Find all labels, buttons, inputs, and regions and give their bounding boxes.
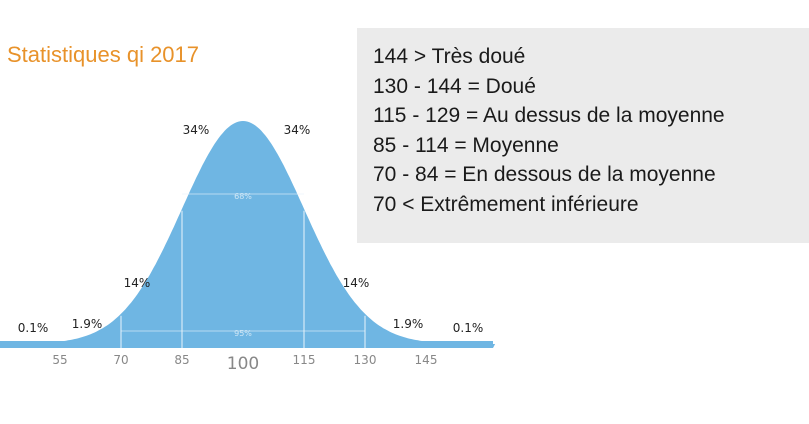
segment-percent-label: 34% (284, 123, 311, 137)
segment-percent-label: 34% (183, 123, 210, 137)
iq-legend-box: 144 > Très doué 130 - 144 = Doué 115 - 1… (357, 28, 809, 243)
bell-curve-area (0, 121, 496, 348)
band-label: 68% (234, 192, 252, 201)
x-tick-label: 70 (113, 353, 128, 367)
segment-percent-label: 14% (124, 276, 151, 290)
x-tick-label: 130 (354, 353, 377, 367)
x-tick-label: 55 (52, 353, 67, 367)
legend-item: 130 - 144 = Doué (373, 74, 536, 98)
baseline-strip (0, 341, 493, 348)
legend-item: 70 - 84 = En dessous de la moyenne (373, 163, 716, 186)
x-tick-label: 85 (174, 353, 189, 367)
segment-percent-label: 0.1% (18, 321, 49, 335)
chart-title: Statistiques qi 2017 (7, 42, 200, 67)
segment-percent-label: 14% (343, 276, 370, 290)
band-label: 95% (234, 329, 252, 338)
x-tick-label: 100 (227, 354, 259, 374)
legend-item: 70 < Extrêmement inférieure (373, 192, 639, 216)
legend-item: 85 - 114 = Moyenne (373, 133, 559, 157)
legend-item: 144 > Très doué (373, 45, 526, 68)
legend-item: 115 - 129 = Au dessus de la moyenne (373, 104, 725, 127)
segment-percent-label: 1.9% (393, 317, 424, 331)
segment-percent-label: 1.9% (72, 317, 103, 331)
x-tick-label: 145 (415, 353, 438, 367)
x-tick-label: 115 (293, 353, 316, 367)
segment-percent-label: 0.1% (453, 321, 484, 335)
